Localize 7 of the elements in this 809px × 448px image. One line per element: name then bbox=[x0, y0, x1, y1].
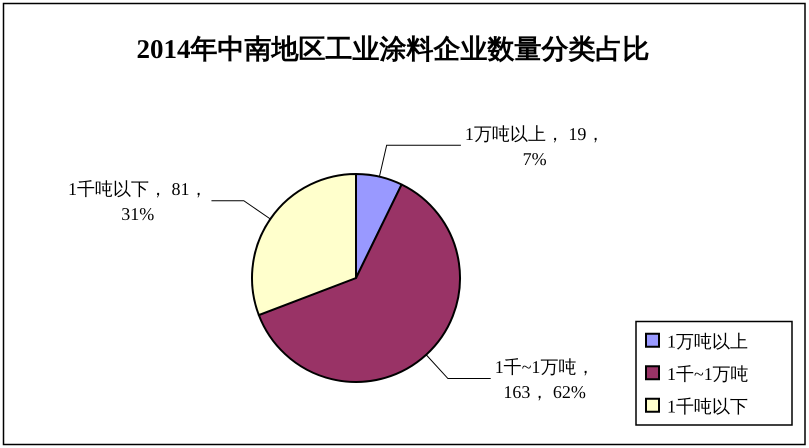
legend-label: 1万吨以上 bbox=[667, 331, 748, 352]
data-label: 1千~1万吨， 163， 62% bbox=[494, 357, 594, 402]
data-label: 1千吨以下， 81， 31% bbox=[68, 179, 208, 224]
legend-label: 1千吨以下 bbox=[667, 396, 748, 416]
legend-label: 1千~1万吨 bbox=[667, 364, 749, 384]
chart-title: 2014年中南地区工业涂料企业数量分类占比 bbox=[136, 34, 650, 64]
data-label: 1万吨以上， 19， 7% bbox=[464, 124, 604, 169]
